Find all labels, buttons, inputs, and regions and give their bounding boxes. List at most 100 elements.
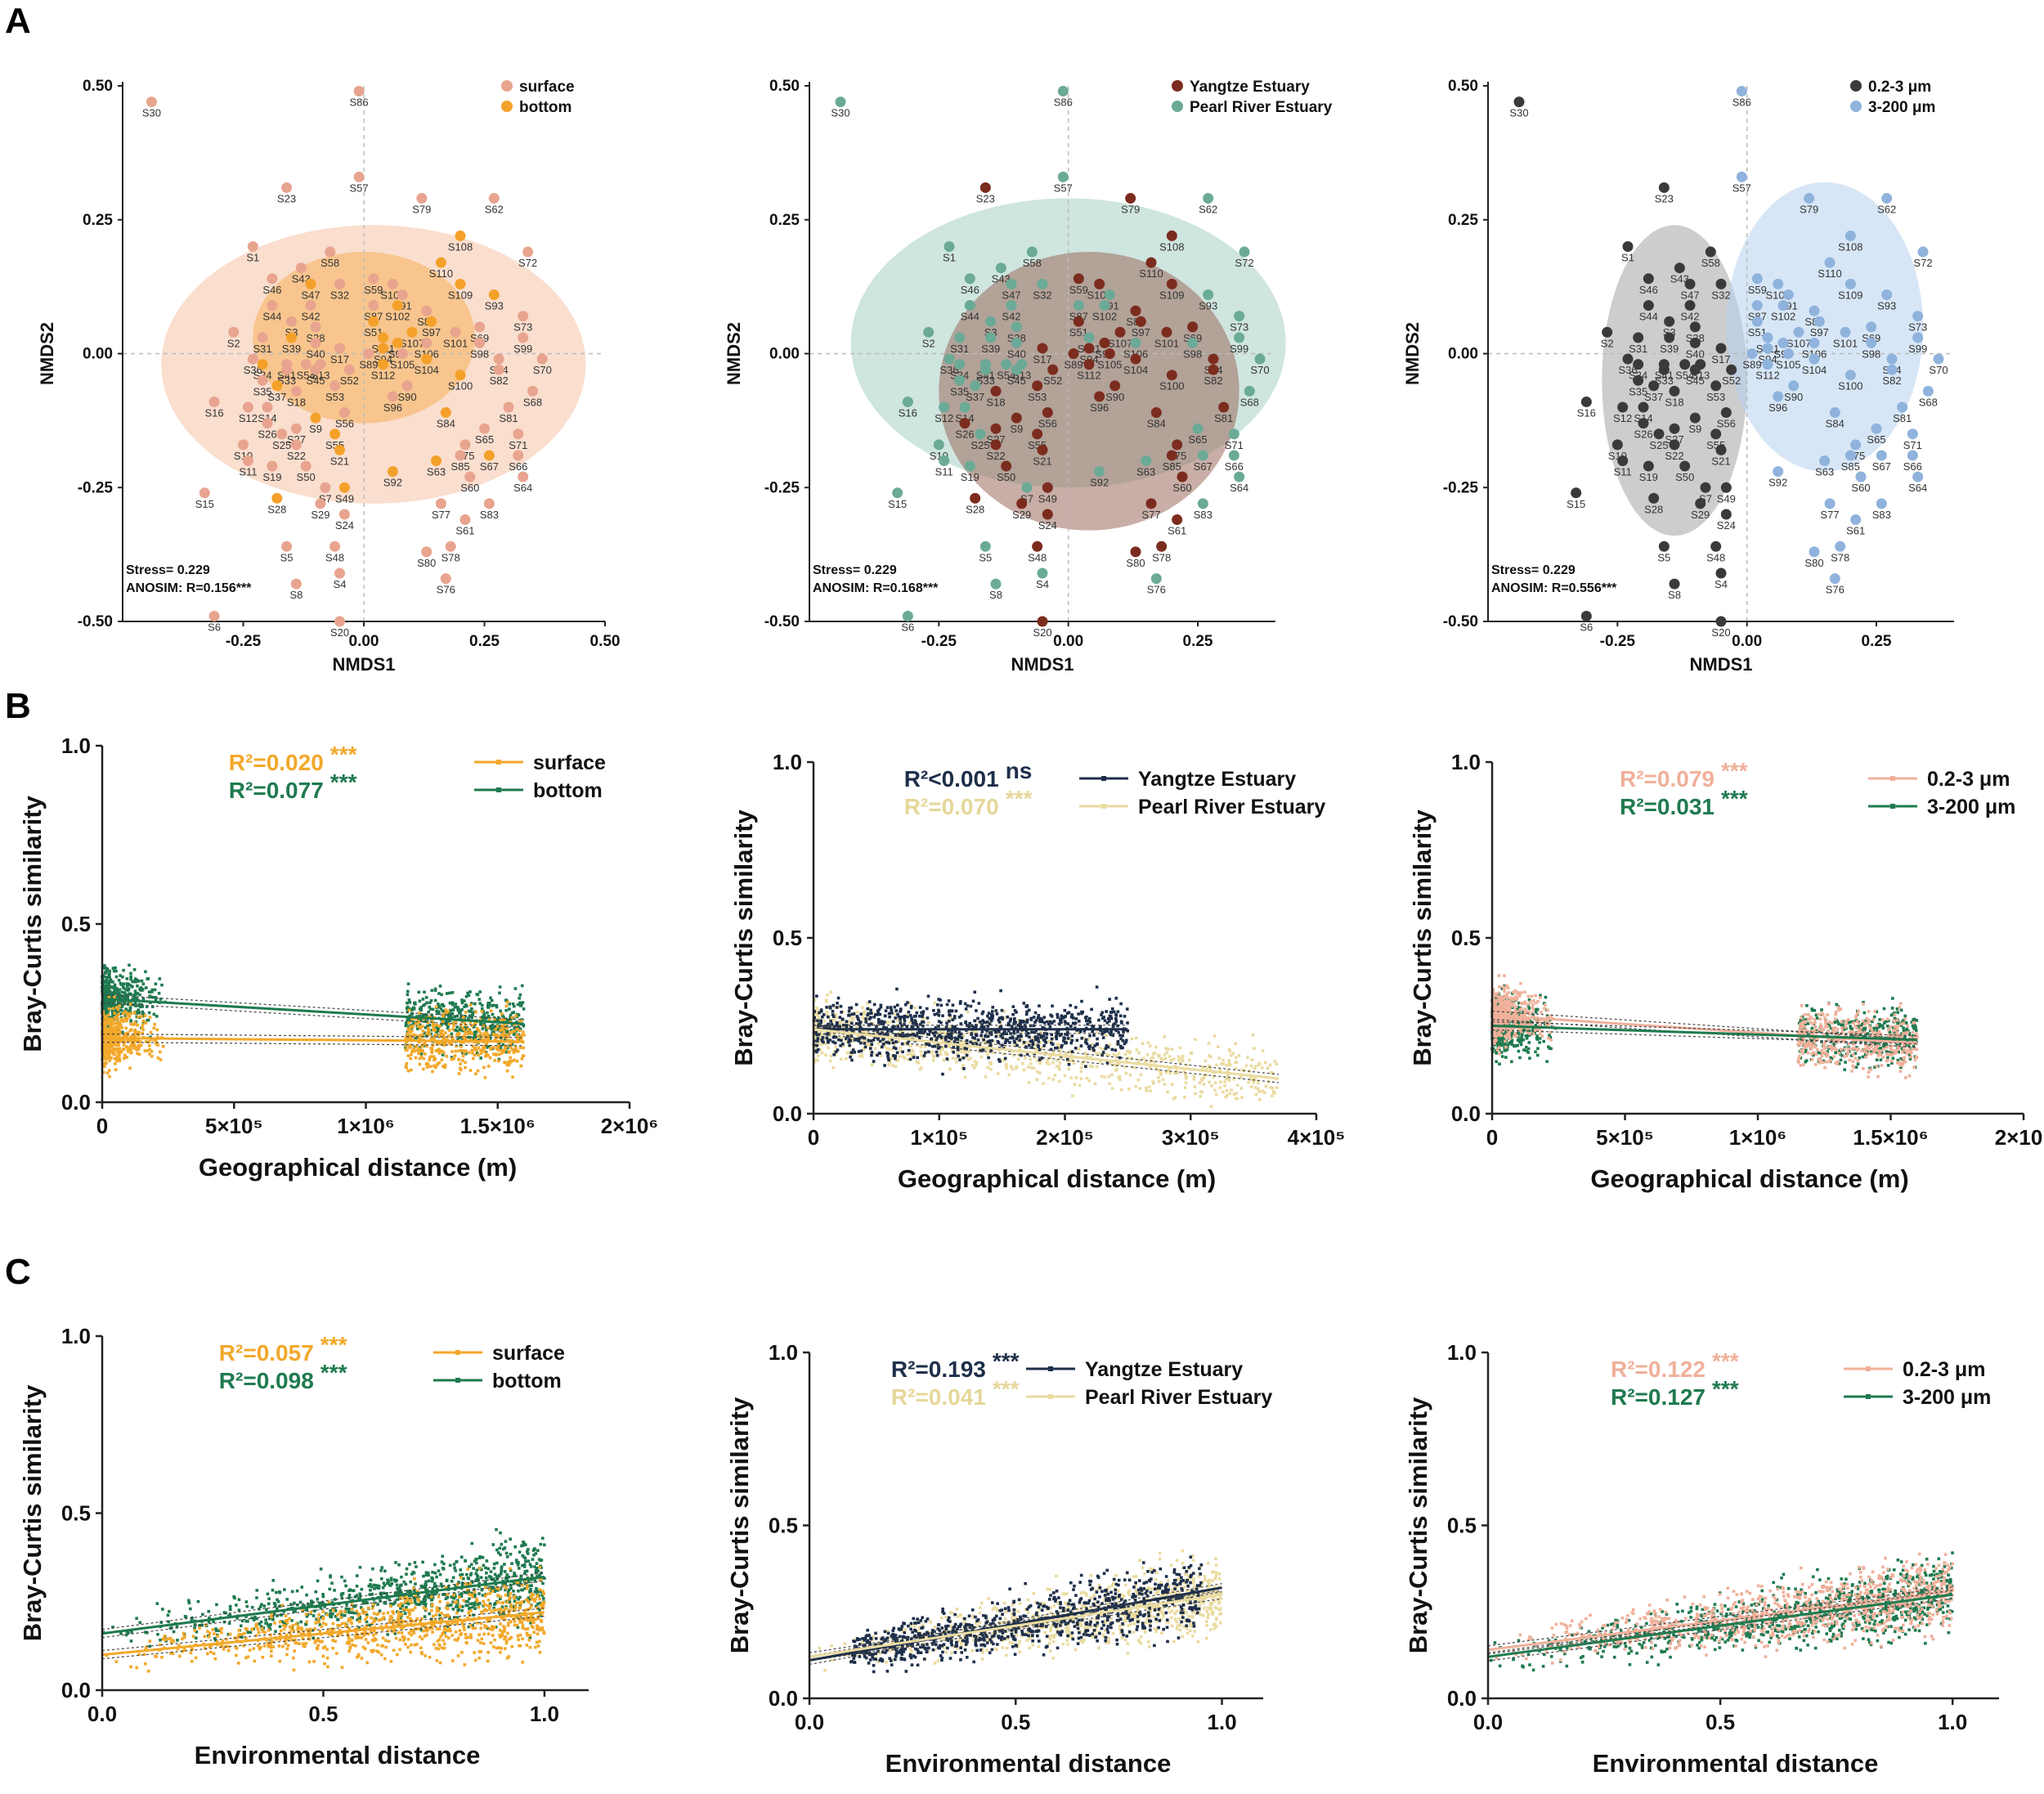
data-point: [140, 979, 144, 983]
data-point: [885, 1026, 888, 1029]
data-point: [407, 998, 411, 1002]
legend-label: 0.2-3 μm: [1868, 78, 1931, 96]
data-point: [1213, 1088, 1217, 1092]
data-point: [455, 1025, 459, 1029]
sample-point: [329, 540, 341, 552]
sample-point: [1648, 380, 1660, 392]
data-point: [1024, 1018, 1028, 1022]
sample-point: [281, 182, 293, 193]
data-point: [476, 993, 480, 997]
data-point: [1882, 1007, 1886, 1011]
data-point: [1114, 1063, 1117, 1067]
data-point: [497, 1052, 501, 1056]
sample-label: S76: [1826, 584, 1845, 596]
data-point: [962, 1067, 966, 1070]
data-point: [128, 1029, 132, 1033]
data-point: [104, 1008, 108, 1012]
sample-point: [262, 418, 273, 429]
data-point: [1046, 1020, 1049, 1024]
data-point: [948, 1036, 952, 1040]
data-point: [888, 1034, 892, 1038]
data-point: [856, 1010, 859, 1014]
data-point: [909, 1004, 913, 1008]
data-point: [1855, 1046, 1858, 1049]
data-point: [117, 1001, 120, 1004]
sample-label: S41: [1655, 370, 1674, 382]
data-point: [971, 1029, 975, 1033]
data-point: [1008, 1036, 1012, 1040]
significance-label: ***: [330, 742, 357, 767]
data-point: [821, 1042, 824, 1046]
data-point: [847, 1040, 850, 1044]
sample-point: [1809, 353, 1820, 365]
data-point: [849, 1055, 852, 1059]
data-point: [933, 1001, 937, 1005]
sample-label: S83: [1194, 509, 1213, 521]
data-point: [109, 1024, 113, 1028]
data-point: [846, 1034, 849, 1038]
data-point: [891, 1020, 895, 1024]
sample-label: S59: [1069, 284, 1088, 296]
data-point: [816, 1058, 819, 1062]
data-point: [828, 1059, 832, 1063]
data-point: [913, 1007, 917, 1010]
data-point: [463, 1005, 466, 1009]
data-point: [939, 1043, 942, 1046]
sample-point: [238, 439, 249, 451]
data-point: [1112, 1052, 1116, 1056]
data-point: [117, 991, 121, 995]
data-point: [437, 1027, 440, 1031]
data-point: [127, 992, 131, 996]
data-point: [829, 990, 833, 994]
data-point: [997, 1029, 1001, 1034]
data-point: [1038, 1071, 1042, 1074]
data-point: [468, 1035, 472, 1039]
data-point: [867, 1000, 872, 1003]
sample-point: [1042, 482, 1053, 493]
data-point: [490, 998, 494, 1002]
y-axis-title: NMDS2: [37, 322, 57, 385]
data-point: [434, 1065, 437, 1070]
data-point: [1036, 1059, 1039, 1063]
data-point: [136, 1052, 139, 1056]
data-point: [1002, 1059, 1006, 1062]
data-point: [867, 1023, 871, 1026]
data-point: [826, 993, 829, 997]
data-point: [486, 1026, 490, 1030]
data-point: [910, 1033, 913, 1037]
data-point: [417, 1020, 421, 1025]
data-point: [939, 1052, 943, 1056]
data-point: [907, 1043, 910, 1047]
sample-label: S47: [1002, 289, 1020, 301]
data-point: [1063, 1074, 1067, 1078]
data-point: [926, 1032, 930, 1036]
data-point: [109, 979, 112, 983]
data-point: [1135, 1048, 1139, 1052]
sample-point: [334, 567, 345, 579]
data-point: [114, 991, 117, 995]
data-point: [454, 1002, 458, 1006]
data-point: [504, 1050, 509, 1054]
data-point: [104, 985, 108, 989]
data-point: [816, 1024, 820, 1028]
data-point: [1119, 1020, 1123, 1024]
data-point: [1517, 1049, 1521, 1053]
x-tick-label: 0.00: [349, 633, 379, 650]
data-point: [417, 1052, 420, 1056]
data-point: [872, 1060, 876, 1063]
data-point: [1095, 1052, 1098, 1055]
sample-point: [1648, 492, 1660, 504]
data-point: [137, 980, 141, 983]
sample-label: S93: [1877, 299, 1896, 312]
data-point: [104, 1006, 107, 1009]
sample-point: [267, 300, 278, 312]
data-point: [837, 1035, 841, 1039]
data-point: [1181, 1059, 1185, 1063]
data-point: [952, 1046, 956, 1049]
data-point: [958, 1039, 962, 1043]
data-point: [115, 992, 119, 996]
sample-point: [1234, 311, 1245, 322]
data-point: [975, 1029, 978, 1033]
data-point: [877, 1032, 881, 1036]
data-point: [1804, 1060, 1808, 1064]
